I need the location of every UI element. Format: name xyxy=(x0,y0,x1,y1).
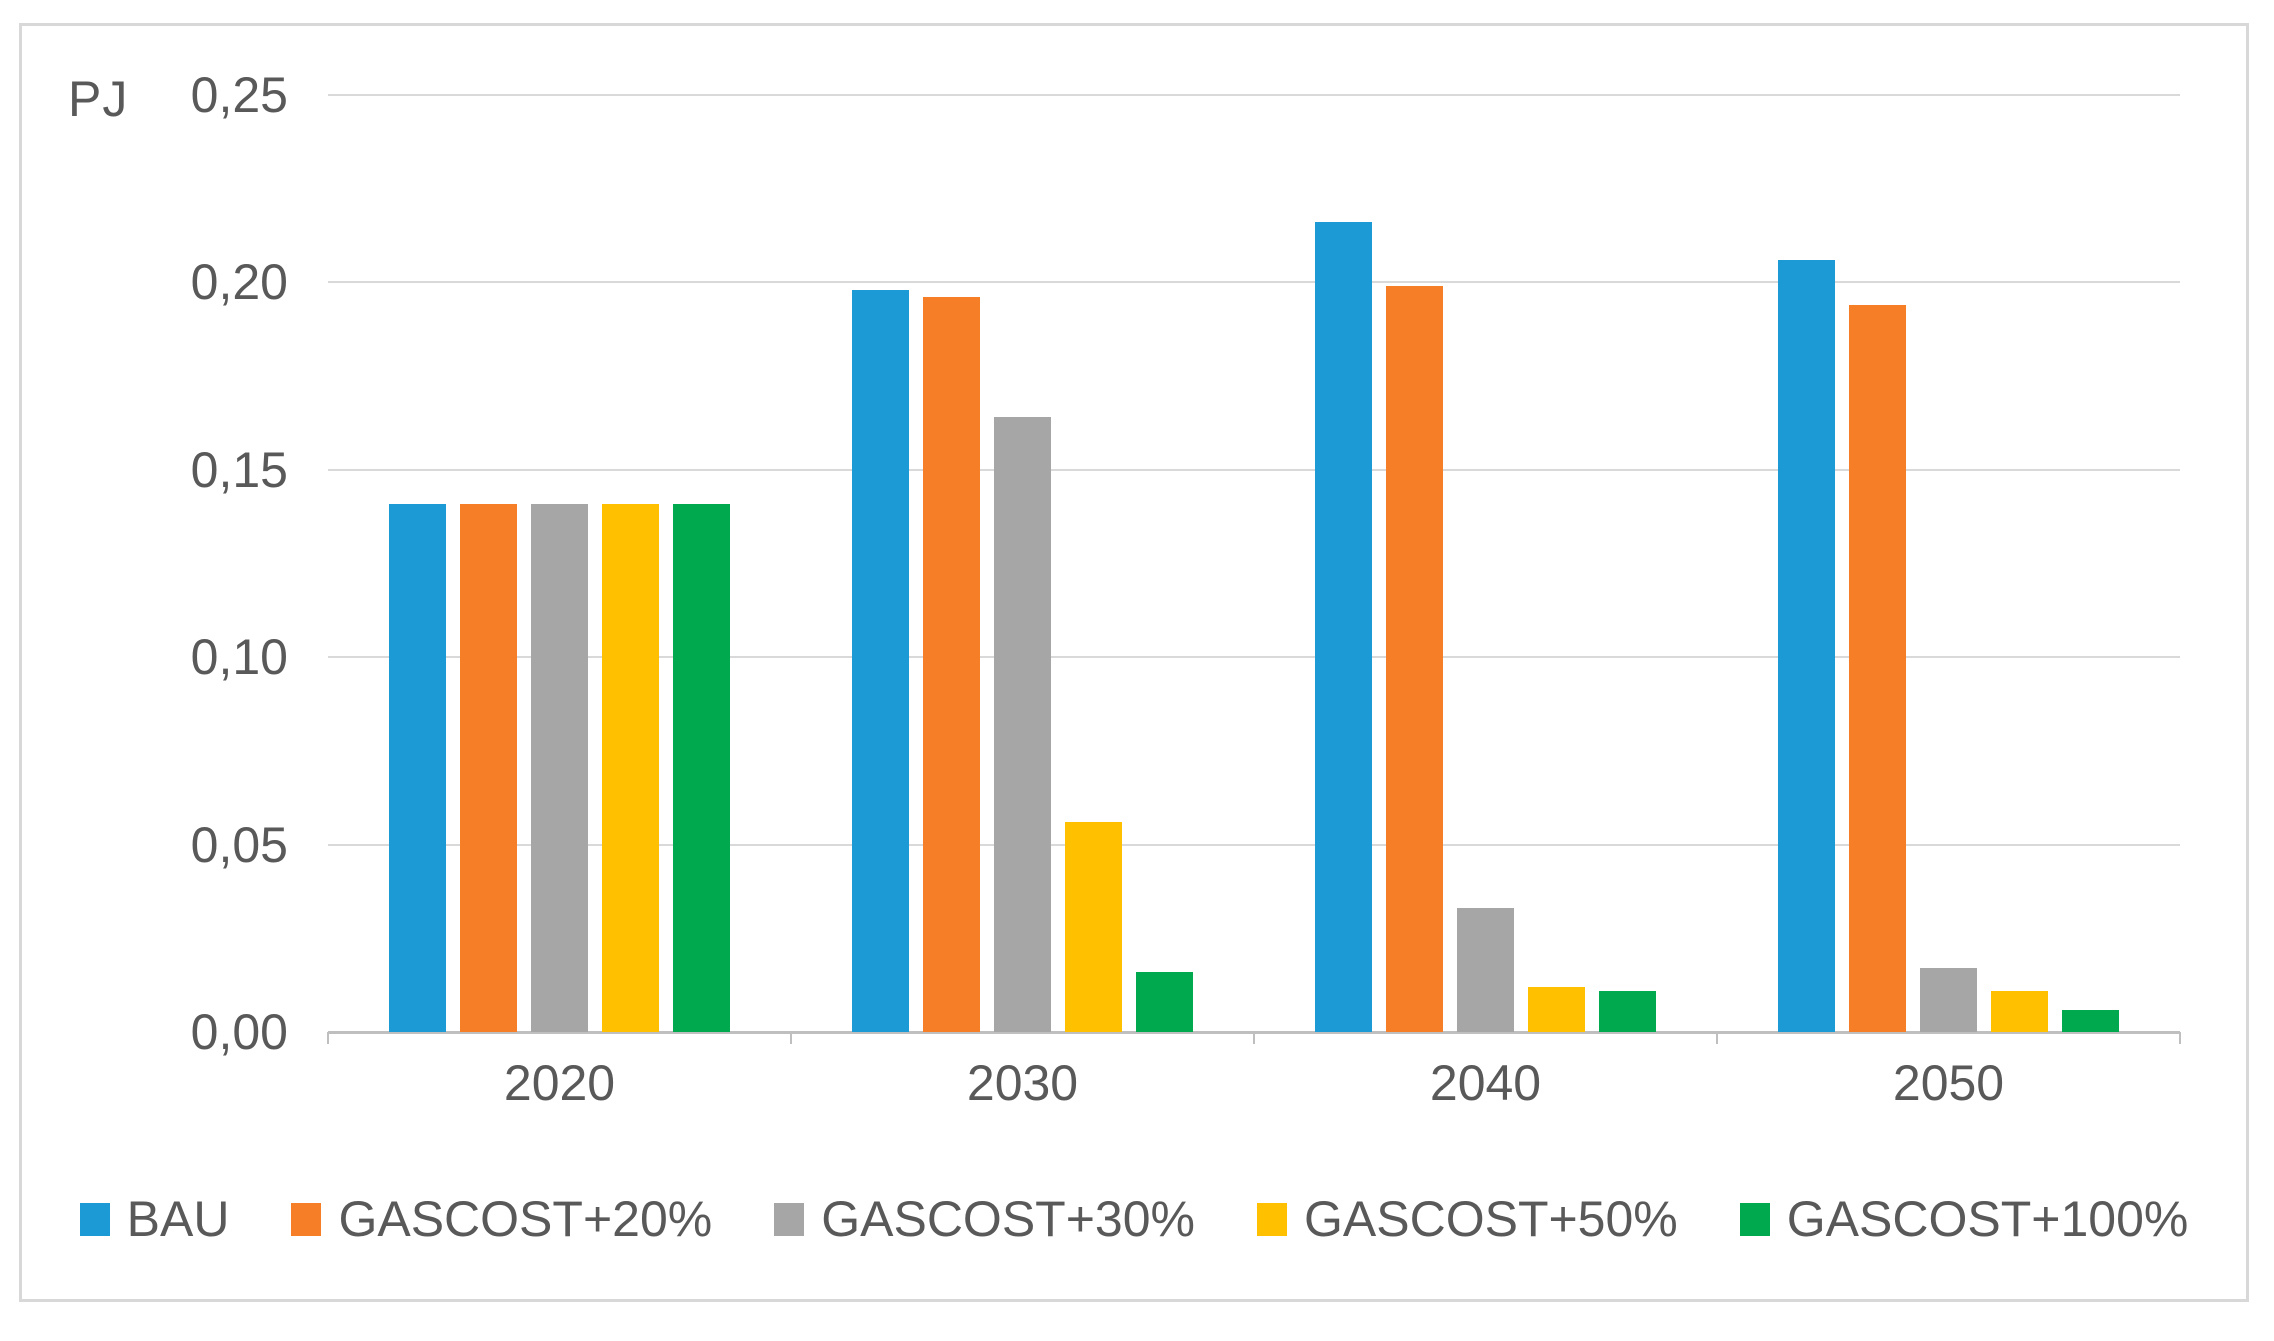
y-tick-label: 0,05 xyxy=(190,816,288,873)
legend-label: GASCOST+50% xyxy=(1304,1191,1678,1247)
gridline xyxy=(328,94,2180,96)
legend-swatch-icon xyxy=(1257,1202,1287,1236)
bar-group-2020 xyxy=(328,95,791,1032)
bar-group-2040 xyxy=(1254,95,1717,1032)
gridline xyxy=(328,656,2180,659)
axis-tick xyxy=(790,1032,792,1044)
legend-item-BAU: BAU xyxy=(79,1191,230,1247)
x-category-label: 2020 xyxy=(503,1055,616,1111)
x-category-label: 2040 xyxy=(1429,1055,1542,1111)
legend-label: GASCOST+20% xyxy=(338,1191,713,1247)
y-tick-label: 0,10 xyxy=(190,629,288,686)
y-axis-tick-labels: 0,00 0,05 0,10 0,15 0,20 0,25 xyxy=(118,70,288,1057)
x-category-label: 2050 xyxy=(1892,1055,2005,1111)
gridline xyxy=(328,281,2180,284)
legend-item-GASCOST+100%: GASCOST+100% xyxy=(1739,1191,2189,1247)
y-axis-unit-label: PJ xyxy=(68,71,129,127)
bar-GASCOST+100%-2040 xyxy=(1599,990,1656,1032)
bar-GASCOST+100%-2050 xyxy=(2062,1009,2119,1032)
bar-GASCOST+20%-2050 xyxy=(1849,304,1906,1032)
axis-tick xyxy=(1253,1032,1255,1044)
bar-GASCOST+100%-2030 xyxy=(1136,972,1193,1032)
legend-item-GASCOST+30%: GASCOST+30% xyxy=(774,1194,1195,1244)
bar-GASCOST+30%-2040 xyxy=(1457,908,1514,1032)
y-tick-label: 0,00 xyxy=(190,1004,288,1060)
plot-area xyxy=(327,94,2181,1044)
bar-GASCOST+100%-2020 xyxy=(673,503,730,1032)
bar-GASCOST+20%-2020 xyxy=(460,503,517,1032)
gridline xyxy=(328,843,2180,846)
axis-tick xyxy=(327,1032,329,1044)
bar-BAU-2030 xyxy=(852,289,909,1032)
legend-item-GASCOST+50%: GASCOST+50% xyxy=(1257,1194,1678,1244)
bar-GASCOST+50%-2050 xyxy=(1991,990,2048,1032)
axis-tick xyxy=(2179,1032,2181,1044)
y-tick-label: 0,25 xyxy=(190,67,288,123)
gridline xyxy=(328,468,2180,471)
bar-GASCOST+50%-2030 xyxy=(1065,822,1122,1032)
legend-label: GASCOST+100% xyxy=(1786,1191,2189,1247)
bar-group-2050 xyxy=(1717,95,2180,1032)
bar-BAU-2040 xyxy=(1315,222,1372,1032)
bar-group-2030 xyxy=(791,95,1254,1032)
legend-swatch-icon xyxy=(774,1202,805,1236)
bar-GASCOST+30%-2020 xyxy=(531,503,588,1032)
chart-legend: BAU GASCOST+20% GASCOST+30% GASCOST+50% GASC… xyxy=(22,1194,2246,1244)
legend-swatch-icon xyxy=(291,1202,322,1236)
bar-BAU-2020 xyxy=(389,503,446,1032)
bar-GASCOST+20%-2030 xyxy=(923,297,980,1032)
y-tick-label: 0,15 xyxy=(190,441,288,498)
x-axis-category-labels: 2020 2030 2040 2050 xyxy=(328,1058,2180,1118)
bar-GASCOST+30%-2050 xyxy=(1920,968,1977,1032)
bar-GASCOST+20%-2040 xyxy=(1386,286,1443,1032)
bar-GASCOST+30%-2030 xyxy=(994,417,1051,1032)
chart-frame: PJ 0,00 0,05 0,10 0,15 0,20 0,25 2020 2030 2040… xyxy=(19,23,2249,1302)
bar-GASCOST+50%-2040 xyxy=(1528,987,1585,1032)
axis-tick xyxy=(1716,1032,1718,1044)
x-category-label: 2030 xyxy=(966,1055,1079,1111)
bar-BAU-2050 xyxy=(1778,259,1835,1032)
bar-GASCOST+50%-2020 xyxy=(602,503,659,1032)
legend-swatch-icon xyxy=(79,1202,110,1236)
legend-item-GASCOST+20%: GASCOST+20% xyxy=(291,1194,712,1244)
y-tick-label: 0,20 xyxy=(190,254,288,311)
legend-label: BAU xyxy=(126,1191,230,1247)
legend-swatch-icon xyxy=(1739,1202,1770,1236)
legend-label: GASCOST+30% xyxy=(821,1191,1195,1247)
